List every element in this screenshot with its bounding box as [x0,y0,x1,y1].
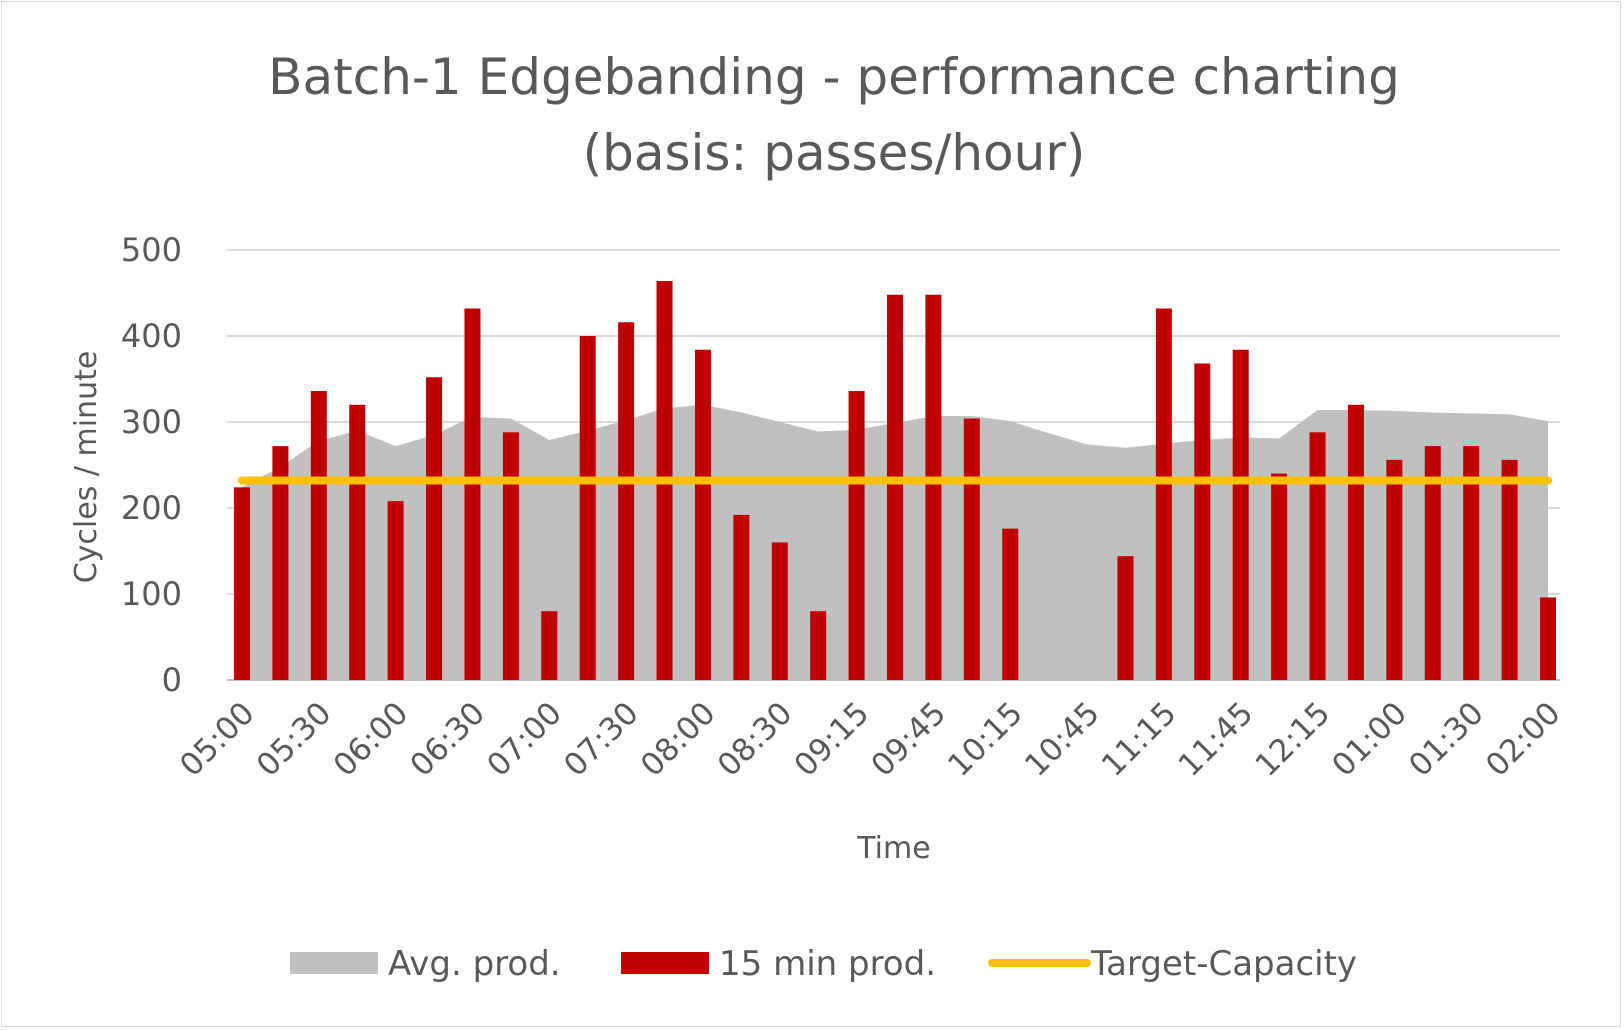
x-tick-11:15: 11:15 [1095,695,1184,784]
bar-05:45 [349,404,366,680]
x-tick-12:15: 12:15 [1249,695,1338,784]
bar-11:45 [1232,349,1249,680]
x-tick-10:45: 10:45 [1018,695,1107,784]
bar-01:00 [1386,459,1403,680]
x-tick-labels: 05:0005:3006:0006:3007:0007:3008:0008:30… [173,695,1568,784]
x-tick-09:45: 09:45 [864,695,953,784]
legend-swatch-15-min-prod [621,952,709,974]
bar-08:15 [733,514,750,680]
bar-10:00 [963,418,980,680]
y-tick-400: 400 [121,317,182,355]
x-tick-02:00: 02:00 [1479,695,1568,784]
bar-01:30 [1463,446,1480,680]
x-tick-10:15: 10:15 [941,695,1030,784]
x-tick-08:00: 08:00 [634,695,723,784]
bar-12:30 [1347,404,1364,680]
chart-subtitle: (basis: passes/hour) [583,124,1086,182]
bar-09:30 [887,294,903,680]
x-tick-05:00: 05:00 [173,695,262,784]
legend-swatch-avg-prod [290,952,378,974]
x-tick-08:30: 08:30 [711,695,800,784]
bar-07:15 [579,336,596,680]
y-tick-300: 300 [121,403,182,441]
bar-02:00 [1540,597,1556,680]
bar-01:15 [1424,446,1441,680]
legend: Avg. prod. 15 min prod. Target-Capacity [290,944,1357,984]
bar-07:30 [618,322,635,680]
bar-05:00 [234,487,250,680]
x-tick-01:00: 01:00 [1325,695,1414,784]
x-tick-11:45: 11:45 [1172,695,1261,784]
y-tick-100: 100 [121,575,182,613]
bar-08:30 [771,542,788,680]
bar-05:30 [310,391,327,680]
bar-09:15 [848,391,865,680]
x-tick-07:30: 07:30 [557,695,646,784]
bar-08:45 [810,611,827,680]
bar-06:45 [502,432,519,680]
bar-11:30 [1194,363,1211,680]
bar-08:00 [694,349,711,680]
x-tick-06:30: 06:30 [403,695,492,784]
bar-10:15 [1002,528,1019,680]
x-tick-07:00: 07:00 [480,695,569,784]
y-axis-label: Cycles / minute [69,351,104,584]
bar-07:00 [541,611,558,680]
legend-label-15-min-prod: 15 min prod. [719,944,936,984]
y-tick-labels: 0 100 200 300 400 500 [121,231,182,699]
bar-09:45 [925,294,942,680]
bar-12:15 [1309,432,1326,680]
y-tick-0: 0 [162,661,182,699]
bar-11:00 [1117,556,1134,680]
bar-06:15 [426,377,443,680]
x-axis-label: Time [856,831,930,866]
bar-01:45 [1501,459,1518,680]
legend-label-avg-prod: Avg. prod. [388,944,561,984]
bar-06:30 [464,308,481,680]
bar-06:00 [387,501,404,680]
x-tick-01:30: 01:30 [1402,695,1491,784]
chart-title: Batch-1 Edgebanding - performance charti… [268,48,1400,106]
bar-layer [234,280,1556,680]
bar-12:00 [1271,473,1288,680]
legend-label-target-capacity: Target-Capacity [1090,944,1357,984]
bar-11:15 [1155,308,1172,680]
bar-05:15 [272,446,289,680]
x-tick-09:15: 09:15 [788,695,877,784]
x-tick-06:00: 06:00 [327,695,416,784]
y-tick-500: 500 [121,231,182,269]
x-tick-05:30: 05:30 [250,695,339,784]
y-tick-200: 200 [121,489,182,527]
